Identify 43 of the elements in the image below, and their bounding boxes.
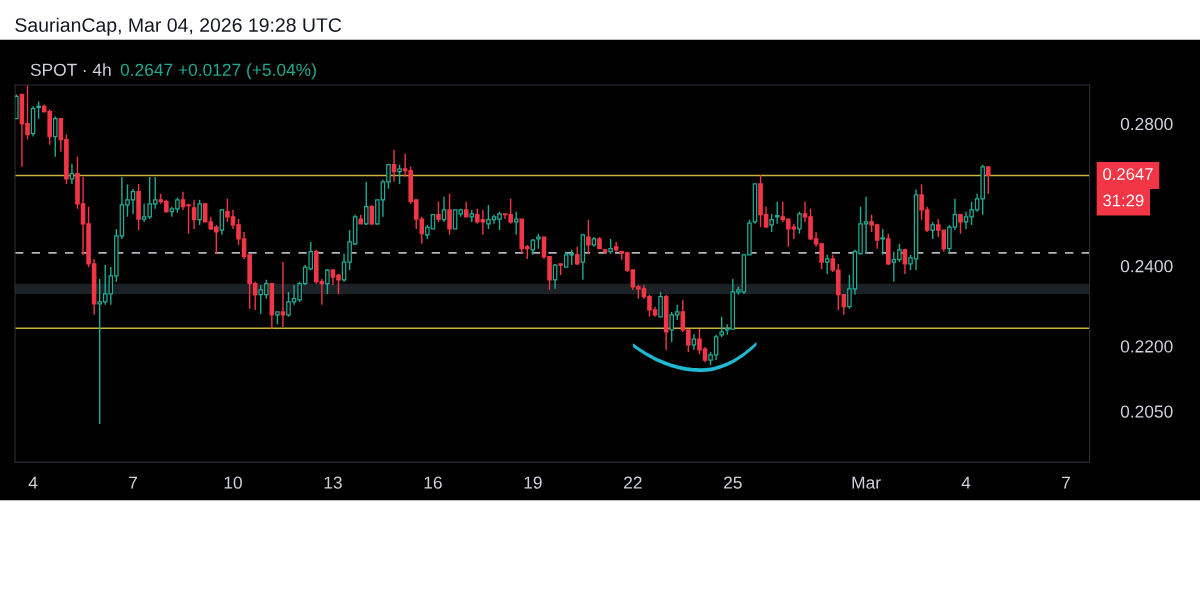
candlestick (447, 193, 452, 236)
candlestick (69, 163, 75, 185)
x-tick-label: 25 (724, 476, 742, 489)
ref-line-label: 0.2647 (1103, 168, 1153, 180)
candlestick (985, 166, 991, 195)
x-tick-label: 7 (1062, 476, 1070, 489)
candlestick (363, 181, 369, 226)
y-tick-label: 0.2400 (1120, 260, 1173, 273)
candlestick (774, 200, 780, 225)
x-tick-label: 22 (624, 476, 642, 489)
text: 31:29 (1103, 194, 1144, 207)
candlestick (719, 316, 724, 338)
candlestick (280, 261, 286, 328)
candlestick (15, 93, 19, 120)
x-tick-label: 4 (961, 476, 971, 489)
chart-title: SPOT · 4h (30, 63, 111, 76)
candlestick (436, 200, 441, 223)
chart-subtitle: 0.2647 +0.0127 (+5.04%) (120, 63, 316, 80)
candlestick (513, 211, 519, 236)
candlestick (369, 204, 375, 226)
candlestick (441, 195, 447, 223)
y-tick-label: 0.2200 (1120, 340, 1173, 353)
candlestick (658, 291, 663, 318)
candlestick (902, 248, 908, 275)
candlestick (824, 254, 830, 275)
x-tick-label: 4 (28, 476, 38, 489)
candlestick (397, 164, 402, 185)
x-tick-label: 13 (324, 476, 342, 489)
text: SaurianCap, Mar 04, 2026 19:28 UTC (15, 17, 342, 36)
candlestick (586, 219, 591, 255)
x-tick-label: Mar (852, 476, 881, 489)
y-tick-label: 0.2050 (1120, 405, 1173, 418)
y-tick-label: 0.2800 (1120, 117, 1173, 131)
candlestick (197, 199, 202, 226)
x-tick-label: 19 (524, 476, 542, 489)
x-tick-label: 10 (224, 476, 242, 489)
x-tick-label: 7 (129, 476, 137, 489)
candlestick (880, 228, 886, 256)
candlestick (325, 268, 330, 295)
x-tick-label: 16 (424, 476, 442, 489)
candlestick (219, 208, 225, 236)
candlestick (797, 211, 802, 235)
candlestick (52, 115, 58, 158)
